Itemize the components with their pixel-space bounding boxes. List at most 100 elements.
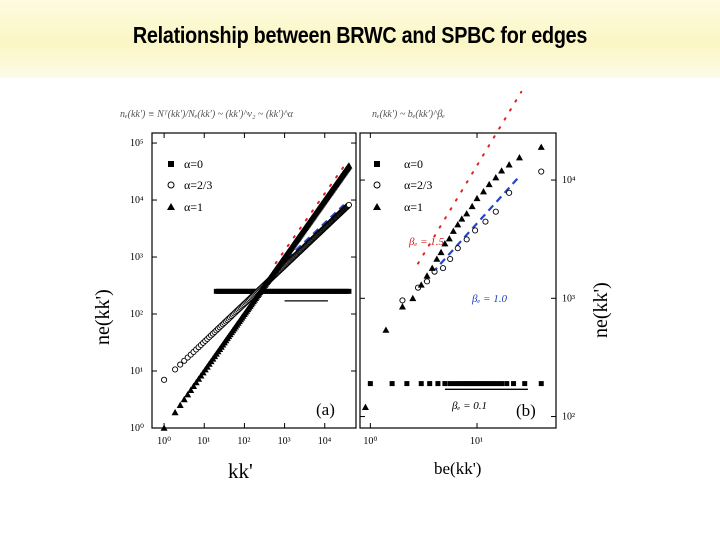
- data-point: [485, 180, 493, 188]
- data-point: [492, 174, 500, 181]
- data-point: [187, 386, 195, 393]
- data-point: [492, 208, 499, 215]
- data-point: [439, 265, 447, 272]
- panel-b-points: [361, 143, 545, 410]
- data-point: [504, 381, 510, 387]
- data-point: [452, 381, 458, 387]
- y-tick-label: 10⁵: [130, 138, 144, 149]
- panel-b-label: (b): [516, 401, 536, 420]
- data-point: [460, 381, 466, 387]
- data-point: [346, 288, 352, 294]
- data-point: [437, 248, 445, 256]
- x-tick-label: 10⁰: [363, 436, 377, 447]
- data-point: [409, 294, 417, 302]
- data-point: [445, 235, 453, 242]
- data-point: [456, 381, 462, 387]
- legend-b-circle-marker: [373, 181, 381, 189]
- data-point: [499, 381, 505, 387]
- data-point: [418, 381, 424, 387]
- data-point: [399, 297, 406, 304]
- data-point: [423, 278, 431, 285]
- data-point: [423, 272, 431, 279]
- panel-b-frame: [359, 132, 557, 429]
- annotation-beta-1-5: βₑ = 1.5: [408, 236, 445, 248]
- legend-b-alpha1: α=1: [404, 200, 423, 214]
- legend-b-alpha23: α=2/3: [404, 178, 432, 192]
- data-point: [473, 381, 479, 387]
- x-tick-label: 10¹: [470, 436, 483, 447]
- data-point: [505, 161, 513, 168]
- y-tick-label: 10²: [130, 309, 143, 320]
- y-tick-label: 10³: [130, 252, 143, 263]
- data-point: [485, 381, 491, 387]
- data-point: [195, 375, 203, 382]
- data-point: [161, 376, 168, 383]
- formula-a: nₑ(kk′) ≡ Nᵀ(kk′)/Nₑ(kk′) ~ (kk′)^ν₂ ~ (…: [120, 109, 294, 120]
- x-tick-label: 10¹: [197, 436, 210, 447]
- data-point: [417, 281, 425, 288]
- legend-b-triangle-marker: [373, 203, 381, 210]
- legend-a-square-marker: [168, 161, 174, 167]
- legend-b-alpha0: α=0: [404, 157, 423, 171]
- panel-b-ticks: 10⁰ 10¹ 10² 10³ 10⁴: [360, 133, 576, 447]
- annotation-beta-0-1: βₑ = 0.1: [451, 400, 487, 412]
- data-point: [498, 167, 506, 174]
- data-point: [442, 381, 448, 387]
- data-point: [522, 381, 528, 387]
- panel-a-ticks: 10⁰ 10¹ 10² 10³ 10⁴ 10⁰ 10¹ 10² 10³ 10⁴ 10⁵: [130, 133, 356, 447]
- data-point: [490, 381, 496, 387]
- data-point: [538, 381, 544, 387]
- x-tick-label: 10²: [237, 436, 250, 447]
- fit-line: [417, 90, 523, 265]
- panel-b-legend: α=0 α=2/3 α=1: [373, 157, 432, 214]
- data-point: [177, 361, 184, 368]
- data-point: [494, 381, 500, 387]
- panel-a-frame: [151, 132, 357, 429]
- panel-a-legend: α=0 α=2/3 α=1: [167, 157, 212, 214]
- legend-a-alpha0: α=0: [184, 157, 203, 171]
- formula-b-text: nₑ(kk′) ~ bₑ(kk′)^βₑ: [372, 109, 445, 120]
- data-point: [176, 401, 184, 408]
- y-tick-label: 10³: [562, 293, 575, 304]
- x-tick-label: 10³: [278, 436, 291, 447]
- annotation-beta-1-0: βₑ = 1.0: [471, 293, 508, 305]
- data-point: [172, 366, 179, 373]
- data-point: [481, 381, 487, 387]
- data-point: [427, 381, 433, 387]
- data-point: [463, 210, 471, 217]
- data-point: [389, 381, 395, 387]
- data-point: [515, 154, 523, 161]
- data-point: [398, 303, 406, 310]
- data-point: [454, 245, 461, 252]
- data-point: [537, 143, 545, 150]
- data-point: [345, 162, 353, 169]
- data-point: [345, 201, 352, 208]
- data-point: [441, 240, 449, 247]
- data-point: [160, 424, 168, 431]
- data-point: [467, 381, 473, 387]
- data-point: [454, 221, 462, 228]
- data-point: [447, 255, 454, 263]
- data-point: [428, 264, 436, 271]
- data-point: [404, 381, 410, 387]
- data-point: [382, 326, 390, 333]
- data-point: [449, 227, 457, 234]
- title-band: [0, 0, 720, 78]
- data-point: [361, 403, 369, 410]
- data-point: [506, 189, 513, 196]
- legend-a-alpha23: α=2/3: [184, 178, 212, 192]
- data-point: [477, 381, 483, 387]
- data-point: [192, 378, 200, 386]
- data-point: [482, 218, 489, 225]
- data-point: [184, 391, 192, 398]
- data-point: [180, 395, 188, 403]
- data-point: [464, 381, 470, 387]
- panel-a-points: [160, 162, 353, 431]
- panel-a-ylabel: ne(kk'): [92, 289, 114, 345]
- data-point: [433, 255, 441, 262]
- y-tick-label: 10⁴: [562, 175, 576, 186]
- legend-a-alpha1: α=1: [184, 200, 203, 214]
- data-point: [447, 381, 453, 387]
- data-point: [479, 188, 487, 195]
- fit-line: [274, 161, 348, 265]
